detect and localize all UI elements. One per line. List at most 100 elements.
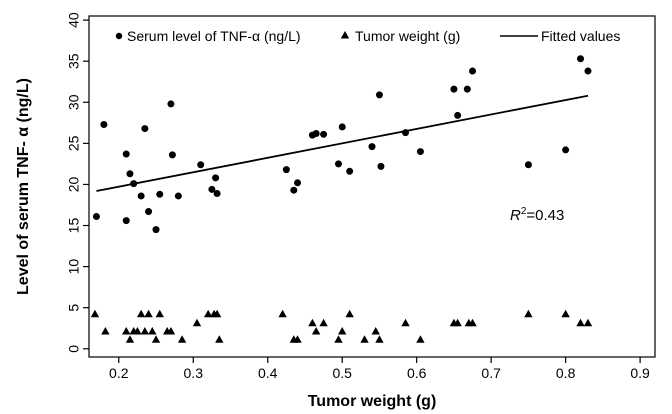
x-tick-label: 0.3 <box>184 365 204 381</box>
tumor-weight-point <box>334 335 343 343</box>
serum-point <box>450 85 458 93</box>
r-squared-annotation: R2=0.43 <box>510 206 564 224</box>
y-tick-label: 30 <box>66 94 82 110</box>
x-tick-label: 0.6 <box>407 365 427 381</box>
serum-point <box>454 111 462 119</box>
serum-point <box>126 170 134 178</box>
tumor-weight-point <box>371 327 380 335</box>
serum-point <box>152 226 160 234</box>
y-axis: 0 5 10 15 20 25 30 35 40 <box>66 12 89 353</box>
tumor-weight-point <box>453 318 462 327</box>
serum-point <box>122 217 130 225</box>
tumor-weight-point <box>90 309 100 318</box>
tumor-weight-point <box>101 327 110 335</box>
serum-point <box>213 189 221 197</box>
serum-point <box>212 174 220 182</box>
serum-point <box>294 179 302 187</box>
serum-point <box>156 190 164 198</box>
tumor-weight-point <box>148 327 157 335</box>
tumor-weight-point <box>140 327 150 335</box>
serum-point <box>100 120 108 128</box>
tumor-weight-point <box>136 309 146 318</box>
serum-point <box>320 130 328 138</box>
serum-point <box>312 130 320 138</box>
tumor-weight-point <box>308 318 317 327</box>
tumor-weight-point <box>576 318 585 327</box>
tumor-weight-point <box>203 309 213 318</box>
serum-point <box>167 100 175 108</box>
serum-point <box>524 161 532 169</box>
y-tick-label: 15 <box>66 218 82 234</box>
legend-triangle-marker <box>340 31 350 39</box>
x-tick-label: 0.9 <box>630 365 650 381</box>
serum-point <box>208 185 216 193</box>
tumor-weight-point <box>360 335 369 343</box>
r-squared-value: =0.43 <box>526 207 564 224</box>
tumor-weight-point <box>212 309 222 318</box>
r-squared-symbol: R <box>510 207 521 224</box>
x-tick-label: 0.4 <box>258 365 278 381</box>
tumor-weight-point <box>166 327 176 335</box>
serum-point <box>290 186 298 194</box>
legend-label-fitted: Fitted values <box>541 28 620 44</box>
r-squared-exponent: 2 <box>521 206 527 217</box>
tumor-weight-point <box>583 318 593 327</box>
serum-point <box>368 143 376 151</box>
tumor-weight-point <box>524 309 533 318</box>
tumor-weight-point <box>215 335 224 343</box>
tumor-weight-point <box>133 327 142 335</box>
y-tick-label: 20 <box>66 176 82 192</box>
y-tick-label: 5 <box>66 304 82 312</box>
serum-point <box>334 160 342 168</box>
plot-frame <box>88 15 656 358</box>
data-marks <box>90 55 593 343</box>
tumor-weight-point <box>345 309 354 318</box>
serum-point <box>92 212 100 220</box>
tumor-weight-point <box>319 318 328 327</box>
tumor-weight-point <box>416 335 425 343</box>
x-tick-label: 0.5 <box>332 365 352 381</box>
tumor-weight-point <box>192 318 202 327</box>
y-tick-label: 40 <box>66 12 82 28</box>
serum-point <box>338 123 346 131</box>
y-tick-label: 0 <box>66 345 82 353</box>
serum-point <box>469 67 477 75</box>
y-axis-title: Level of serum TNF- α (ng/L) <box>15 78 32 295</box>
tumor-weight-point <box>561 309 570 318</box>
serum-point <box>122 150 130 158</box>
serum-point <box>375 91 383 99</box>
x-axis: 0.2 0.3 0.4 0.5 0.6 0.7 0.8 0.9 <box>109 357 650 381</box>
serum-point <box>577 55 585 63</box>
tumor-weight-point <box>144 309 153 318</box>
tumor-weight-point <box>122 327 131 335</box>
serum-point <box>282 166 290 174</box>
tumor-weight-point <box>278 309 287 318</box>
y-tick-label: 35 <box>66 53 82 69</box>
x-tick-label: 0.8 <box>556 365 576 381</box>
legend-circle-marker <box>115 32 123 40</box>
tumor-weight-point <box>338 327 347 335</box>
tumor-weight-point <box>155 309 164 318</box>
tumor-weight-point <box>151 335 161 343</box>
serum-point <box>141 125 149 133</box>
y-tick-label: 10 <box>66 259 82 275</box>
x-axis-title: Tumor weight (g) <box>308 393 437 410</box>
tumor-weight-point <box>177 335 187 343</box>
tumor-weight-point <box>311 327 321 335</box>
serum-point <box>562 146 570 154</box>
legend-label-tumor: Tumor weight (g) <box>355 28 460 44</box>
legend: Serum level of TNF-α (ng/L) Tumor weight… <box>115 28 620 44</box>
y-tick-label: 25 <box>66 135 82 151</box>
serum-point <box>145 208 153 216</box>
tumor-weight-point <box>293 335 302 343</box>
tumor-weight-point <box>125 335 135 343</box>
serum-point <box>377 162 385 170</box>
serum-point <box>346 167 354 175</box>
serum-point <box>416 148 424 156</box>
tumor-weight-point <box>401 318 410 327</box>
legend-label-serum: Serum level of TNF-α (ng/L) <box>127 28 301 44</box>
serum-point <box>168 151 176 159</box>
serum-point <box>197 161 205 169</box>
tumor-weight-point <box>375 335 384 343</box>
